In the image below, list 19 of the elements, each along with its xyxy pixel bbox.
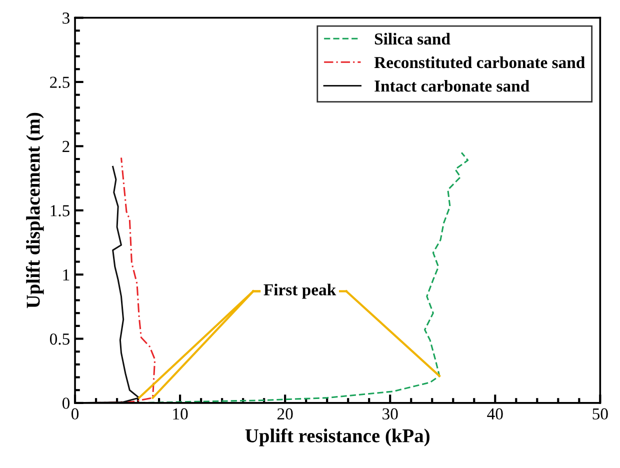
y-tick-label: 1 [63,269,70,280]
x-tick-label: 40 [487,408,503,420]
y-tick-label: 1.5 [50,205,70,216]
y-axis-title: Uplift displacement (m) [26,112,44,308]
x-tick-label: 30 [382,408,398,420]
y-tick-label: 2 [62,140,70,152]
x-tick-label: 10 [173,408,188,420]
x-tick-label: 50 [592,408,608,420]
y-tick-label: 0 [62,398,70,409]
y-tick-label: 0.5 [50,333,70,345]
y-tick-label: 2.5 [50,76,70,88]
x-tick-label: 20 [277,408,293,420]
x-tick-label: 0 [71,408,79,420]
y-tick-label: 3 [62,12,70,24]
legend-label: Silica sand [374,32,450,45]
x-axis-title: Uplift resistance (kPa) [245,428,430,446]
legend-label: Intact carbonate sand [374,80,530,92]
legend-label: Reconstituted carbonate sand [374,56,585,68]
annotation: First peak [264,284,336,299]
